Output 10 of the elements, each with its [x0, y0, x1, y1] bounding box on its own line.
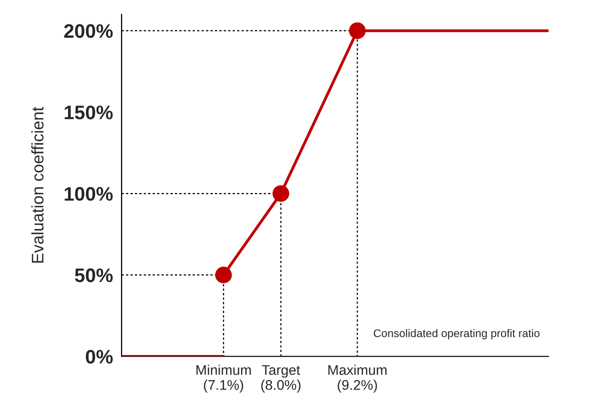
x-tick-label: Maximum (9.2%): [328, 364, 387, 393]
x-tick-label: Target (8.0%): [261, 365, 300, 393]
x-tick-label: Minimum (7.1%): [196, 364, 251, 393]
y-tick-label: 0%: [86, 350, 113, 364]
y-tick-label: 50%: [74, 268, 113, 282]
y-axis-title: Evaluation coefficient: [31, 106, 44, 263]
y-tick-label: 150%: [64, 106, 113, 120]
x-axis-title: Consolidated operating profit ratio: [374, 329, 540, 340]
y-tick-label: 200%: [64, 24, 113, 38]
y-tick-label: 100%: [64, 187, 113, 201]
